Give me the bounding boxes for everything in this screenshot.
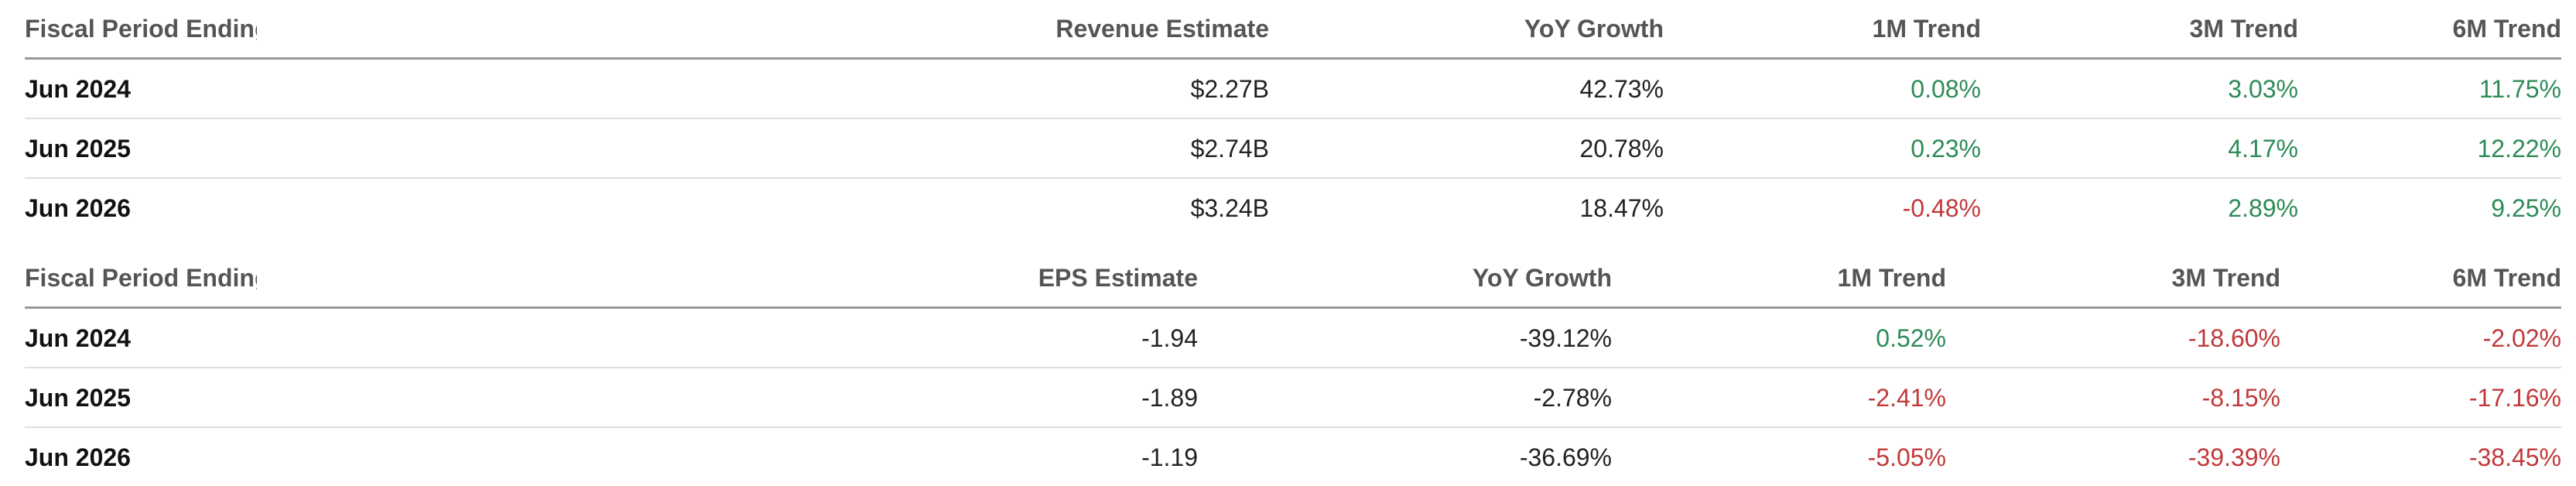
trend-1m-cell: -2.41% xyxy=(1612,368,1946,428)
period-cell: Jun 2026 xyxy=(25,193,131,222)
period-cell: Jun 2026 xyxy=(25,443,131,471)
yoy-cell: -36.69% xyxy=(1519,443,1612,471)
estimate-cell: $3.24B xyxy=(1190,193,1269,222)
table-row: Jun 2025 -1.89 -2.78% -2.41% -8.15% -17.… xyxy=(25,368,2561,428)
yoy-cell: -2.78% xyxy=(1198,368,1612,428)
trend-3m-cell: -18.60% xyxy=(1946,307,2280,368)
period-cell: Jun 2025 xyxy=(25,368,257,428)
yoy-cell: 42.73% xyxy=(1269,58,1664,119)
trend-6m-cell: -17.16% xyxy=(2280,368,2561,428)
trend-1m-cell: 0.52% xyxy=(1612,307,1946,368)
trend-6m-cell: 12.22% xyxy=(2298,118,2561,179)
trend-6m-cell: 9.25% xyxy=(2491,193,2561,222)
trend-1m-cell: 0.23% xyxy=(1664,118,1981,179)
table-header-row: Fiscal Period Ending Revenue Estimate Yo… xyxy=(25,0,2561,60)
column-header-fiscal-period[interactable]: Fiscal Period Ending xyxy=(25,0,257,60)
period-cell: Jun 2024 xyxy=(25,307,257,368)
period-cell: Jun 2025 xyxy=(25,118,257,179)
trend-3m-cell: -8.15% xyxy=(1946,368,2280,428)
table-row: Jun 2026 -1.19 -36.69% -5.05% -39.39% -3… xyxy=(25,427,2561,486)
column-header-fiscal-period[interactable]: Fiscal Period Ending xyxy=(25,249,257,309)
trend-3m-cell: 2.89% xyxy=(2228,193,2298,222)
table-row: Jun 2025 $2.74B 20.78% 0.23% 4.17% 12.22… xyxy=(25,118,2561,179)
estimate-cell: $2.74B xyxy=(257,118,1269,179)
yoy-cell: 20.78% xyxy=(1269,118,1664,179)
trend-3m-cell: 4.17% xyxy=(1981,118,2298,179)
column-header-6m-trend[interactable]: 6M Trend xyxy=(2280,249,2561,309)
table-row: Jun 2024 -1.94 -39.12% 0.52% -18.60% -2.… xyxy=(25,307,2561,368)
eps-estimates-table: Fiscal Period Ending EPS Estimate YoY Gr… xyxy=(25,249,2561,486)
column-header-3m-trend[interactable]: 3M Trend xyxy=(1946,249,2280,309)
yoy-cell: 18.47% xyxy=(1579,193,1664,222)
trend-3m-cell: -39.39% xyxy=(2188,443,2280,471)
trend-1m-cell: 0.08% xyxy=(1664,58,1981,119)
table-row: Jun 2026 $3.24B 18.47% -0.48% 2.89% 9.25… xyxy=(25,178,2561,237)
column-header-1m-trend[interactable]: 1M Trend xyxy=(1612,249,1946,309)
estimate-cell: $2.27B xyxy=(257,58,1269,119)
column-header-1m-trend[interactable]: 1M Trend xyxy=(1664,0,1981,60)
estimate-cell: -1.19 xyxy=(1141,443,1198,471)
column-header-6m-trend[interactable]: 6M Trend xyxy=(2298,0,2561,60)
trend-1m-cell: -0.48% xyxy=(1902,193,1981,222)
trend-3m-cell: 3.03% xyxy=(1981,58,2298,119)
revenue-estimates-table: Fiscal Period Ending Revenue Estimate Yo… xyxy=(25,0,2561,237)
trend-6m-cell: 11.75% xyxy=(2298,58,2561,119)
table-row: Jun 2024 $2.27B 42.73% 0.08% 3.03% 11.75… xyxy=(25,58,2561,119)
estimate-cell: -1.94 xyxy=(257,307,1198,368)
column-header-eps-estimate[interactable]: EPS Estimate xyxy=(257,249,1198,309)
estimate-cell: -1.89 xyxy=(257,368,1198,428)
period-cell: Jun 2024 xyxy=(25,58,257,119)
column-header-yoy-growth[interactable]: YoY Growth xyxy=(1269,0,1664,60)
column-header-revenue-estimate[interactable]: Revenue Estimate xyxy=(257,0,1269,60)
trend-1m-cell: -5.05% xyxy=(1867,443,1946,471)
yoy-cell: -39.12% xyxy=(1198,307,1612,368)
trend-6m-cell: -38.45% xyxy=(2468,443,2561,471)
table-header-row: Fiscal Period Ending EPS Estimate YoY Gr… xyxy=(25,249,2561,309)
column-header-yoy-growth[interactable]: YoY Growth xyxy=(1198,249,1612,309)
column-header-3m-trend[interactable]: 3M Trend xyxy=(1981,0,2298,60)
trend-6m-cell: -2.02% xyxy=(2280,307,2561,368)
